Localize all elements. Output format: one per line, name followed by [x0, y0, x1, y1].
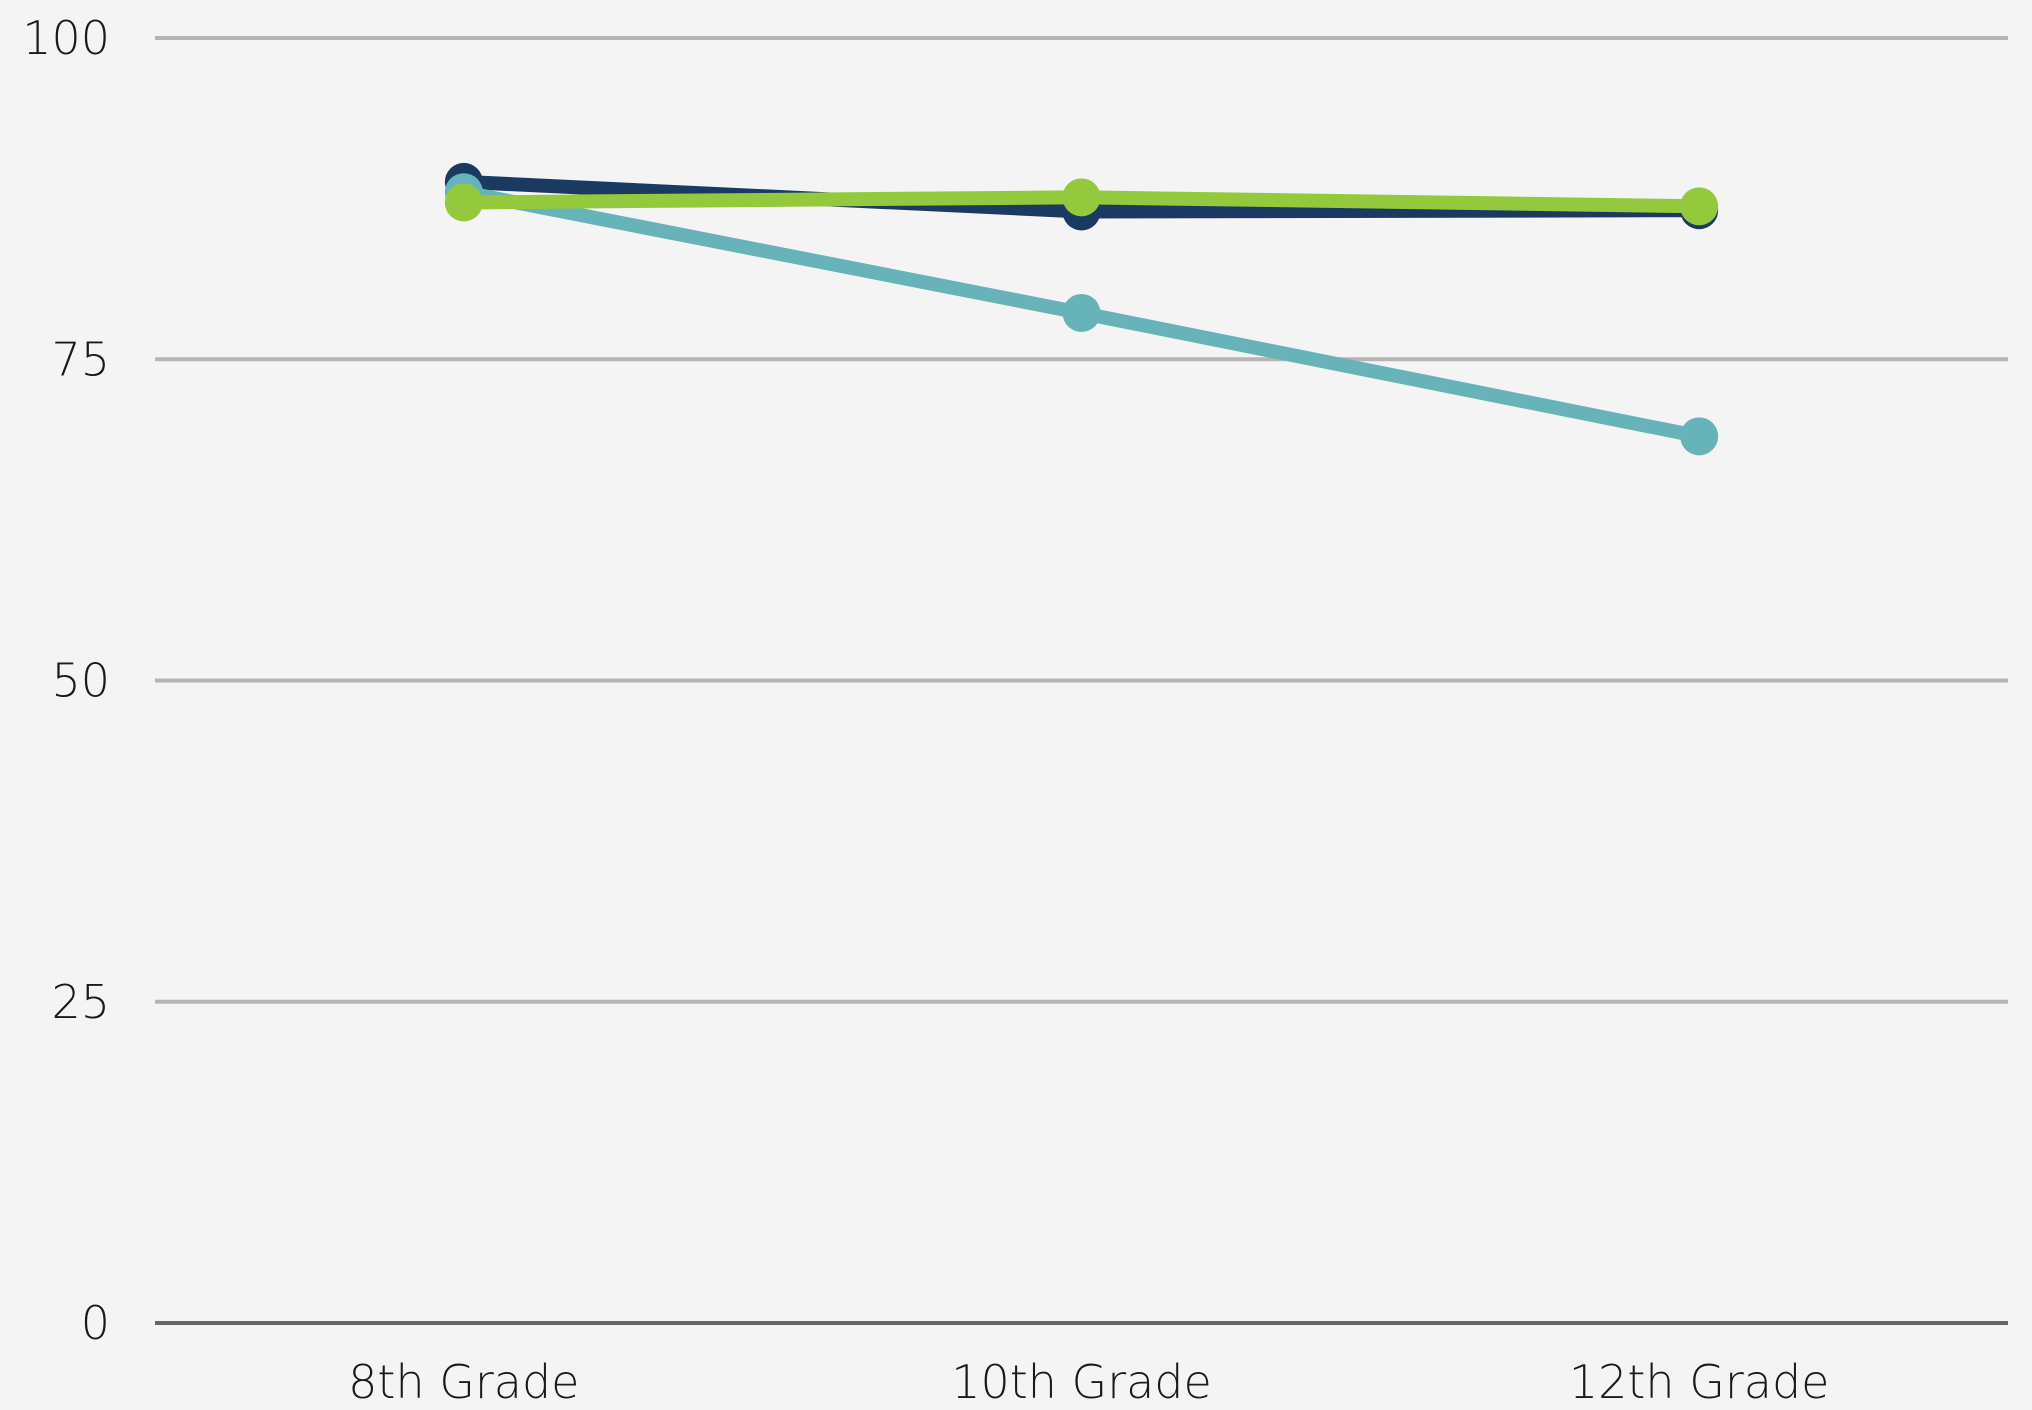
x-tick-label: 8th Grade: [348, 1355, 579, 1409]
series-3-point: [1680, 187, 1719, 226]
y-tick-label: 100: [22, 11, 110, 65]
y-axis-tick-labels: 0 25 50 75 100: [22, 11, 110, 1350]
series-2-point: [1062, 293, 1101, 332]
series-3-point: [444, 183, 483, 222]
x-tick-label: 10th Grade: [951, 1355, 1212, 1409]
gridlines: [155, 36, 2008, 1325]
series-lines: [444, 162, 1719, 456]
y-tick-label: 0: [81, 1296, 110, 1350]
x-axis-tick-labels: 8th Grade 10th Grade 12th Grade: [348, 1355, 1829, 1409]
y-tick-label: 75: [51, 332, 110, 386]
y-tick-label: 50: [51, 654, 110, 708]
series-2-point: [1680, 417, 1719, 456]
x-tick-label: 12th Grade: [1569, 1355, 1830, 1409]
series-3-point: [1062, 178, 1101, 217]
y-tick-label: 25: [51, 975, 110, 1029]
